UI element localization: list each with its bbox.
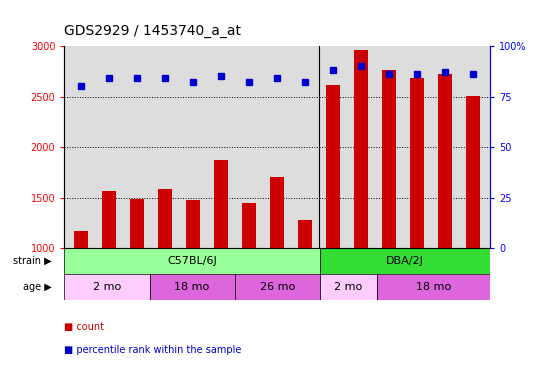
Bar xyxy=(64,248,320,274)
Bar xyxy=(158,189,172,248)
Bar xyxy=(320,274,376,300)
Text: ■ percentile rank within the sample: ■ percentile rank within the sample xyxy=(64,345,242,355)
Bar xyxy=(376,274,490,300)
Bar xyxy=(320,248,490,274)
Bar xyxy=(382,70,396,248)
Bar xyxy=(64,274,150,300)
Bar xyxy=(326,86,340,248)
Bar xyxy=(438,74,452,248)
Text: 18 mo: 18 mo xyxy=(175,282,209,292)
Bar xyxy=(130,199,144,248)
Text: 26 mo: 26 mo xyxy=(260,282,295,292)
Bar xyxy=(410,78,424,248)
Text: 18 mo: 18 mo xyxy=(416,282,451,292)
Bar xyxy=(242,203,256,248)
Bar xyxy=(235,274,320,300)
Bar xyxy=(214,160,228,248)
Bar xyxy=(150,274,235,300)
Bar xyxy=(298,220,312,248)
Bar xyxy=(466,96,480,248)
Text: strain ▶: strain ▶ xyxy=(13,256,52,266)
Text: GDS2929 / 1453740_a_at: GDS2929 / 1453740_a_at xyxy=(64,25,241,38)
Text: DBA/2J: DBA/2J xyxy=(386,256,424,266)
Bar xyxy=(186,200,200,248)
Text: C57BL/6J: C57BL/6J xyxy=(167,256,217,266)
Text: 2 mo: 2 mo xyxy=(334,282,362,292)
Bar xyxy=(102,190,116,248)
Text: 2 mo: 2 mo xyxy=(93,282,121,292)
Bar xyxy=(354,50,368,248)
Text: ■ count: ■ count xyxy=(64,322,104,332)
Bar xyxy=(270,177,284,248)
Text: age ▶: age ▶ xyxy=(23,282,52,292)
Bar xyxy=(74,231,88,248)
